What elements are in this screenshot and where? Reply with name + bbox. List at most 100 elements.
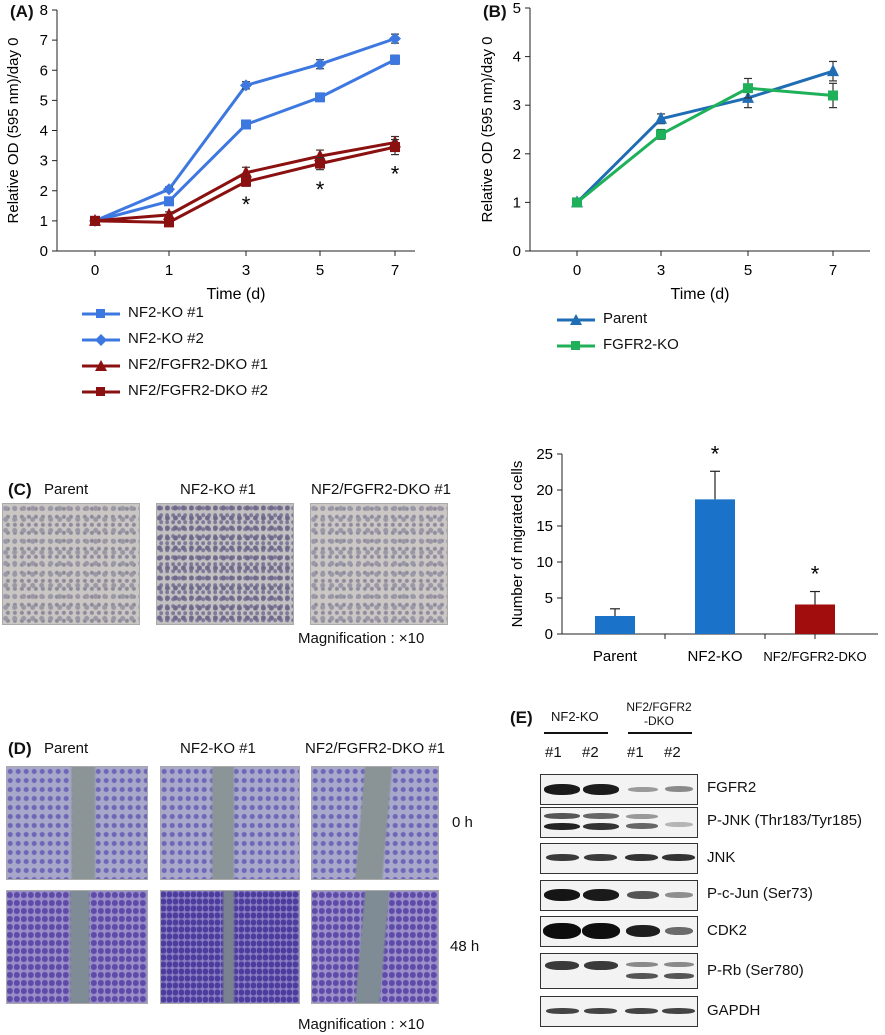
panel-c-label: (C) (8, 480, 32, 499)
y-axis-label: Relative OD (595 nm)/day 0 (5, 38, 22, 224)
blot-band (583, 813, 619, 819)
blot-band (544, 813, 580, 819)
data-point (827, 64, 839, 77)
legend-b-label-1: Parent (603, 310, 648, 327)
y-tick-label: 2 (513, 146, 521, 163)
panel-b-label: (B) (483, 2, 507, 21)
y-tick-label: 10 (536, 554, 553, 571)
legend-a-item: NF2/FGFR2-DKO #1 (80, 354, 340, 380)
panel-d-label: (D) (8, 739, 32, 758)
blot-band (665, 822, 693, 827)
wound-image-dko-48h (311, 890, 439, 1004)
blot-band (626, 823, 658, 829)
data-point (656, 129, 666, 140)
protein-fgfr2: FGFR2 (707, 779, 757, 796)
blot-band (545, 961, 579, 970)
blot-band (546, 1008, 579, 1014)
x-tick-label: 7 (829, 262, 837, 279)
y-tick-label: 25 (536, 446, 553, 463)
x-tick-label: Parent (593, 648, 638, 665)
blot-cdk2 (540, 916, 698, 947)
panel-c-image-label-3: NF2/FGFR2-DKO #1 (311, 481, 452, 498)
blot-band (664, 962, 694, 967)
y-tick-label: 6 (40, 62, 48, 79)
blot-band (583, 823, 619, 830)
data-point (315, 158, 325, 169)
y-tick-label: 2 (40, 183, 48, 200)
blot-band (626, 962, 658, 967)
wound-image-parent-0h (6, 766, 148, 880)
blot-band (584, 854, 617, 861)
y-tick-label: 7 (40, 32, 48, 49)
blot-band (662, 1008, 695, 1014)
blot-band (627, 891, 659, 899)
data-point (163, 183, 175, 196)
blot-p-rb (540, 953, 698, 989)
x-tick-label: 3 (242, 262, 250, 279)
y-tick-label: 3 (40, 153, 48, 170)
x-axis-label: Time (d) (671, 286, 730, 303)
data-point (241, 119, 251, 130)
blot-band (625, 1008, 658, 1014)
group-label-nf2ko: NF2-KO (551, 709, 599, 724)
data-point (390, 54, 400, 65)
blot-band (543, 923, 581, 939)
legend-b-item: Parent (555, 308, 755, 334)
blot-band (665, 892, 693, 898)
blot-band (628, 787, 658, 792)
significance-star: * (811, 562, 820, 587)
data-point (390, 142, 400, 153)
data-point (241, 176, 251, 187)
group-label-dko-line1: NF2/FGFR2 (626, 700, 692, 714)
blot-band (665, 786, 693, 792)
legend-a-label-4: NF2/FGFR2-DKO #2 (128, 382, 269, 399)
blot-band (626, 925, 660, 937)
wound-image-dko-0h (311, 766, 439, 880)
blot-band (584, 961, 618, 970)
y-tick-label: 1 (513, 194, 521, 211)
data-point (90, 215, 100, 226)
series-line (575, 69, 834, 204)
y-tick-label: 5 (513, 0, 521, 17)
blot-band (584, 1008, 617, 1014)
data-point (164, 217, 174, 228)
blot-band (626, 814, 658, 819)
blot-band (582, 923, 620, 939)
data-point (655, 111, 667, 124)
transwell-image-nf2ko (156, 503, 294, 625)
growth-chart-a: 0 1 2 3 4 5 6 7 8 0 1 3 5 7 Time (d) Relative OD (595 n… (5, 2, 415, 303)
y-tick-label: 0 (513, 243, 521, 260)
y-tick-label: 8 (40, 2, 48, 19)
x-tick-label: 7 (391, 262, 399, 279)
y-tick-label: 15 (536, 518, 553, 535)
legend-a: NF2-KO #1 NF2-KO #2 NF2/FGFR2-DKO #1 NF2… (80, 302, 340, 406)
transwell-image-parent (2, 503, 140, 625)
x-tick-label: 0 (573, 262, 581, 279)
y-tick-label: 0 (40, 243, 48, 260)
significance-star: * (316, 177, 325, 202)
legend-a-item: NF2-KO #2 (80, 328, 340, 354)
panel-d-image-label-1: Parent (44, 740, 89, 757)
x-tick-label: NF2/FGFR2-DKO (763, 649, 866, 664)
time-label-0h: 0 h (452, 814, 473, 831)
x-axis-label: Time (d) (207, 286, 266, 303)
series-line (576, 86, 834, 204)
legend-a-label-2: NF2-KO #2 (128, 330, 204, 347)
data-point (389, 32, 401, 45)
blot-band (664, 973, 694, 979)
legend-a-item: NF2/FGFR2-DKO #2 (80, 380, 340, 406)
protein-jnk: JNK (707, 849, 736, 866)
blot-jnk (540, 843, 698, 874)
y-tick-label: 1 (40, 213, 48, 230)
panel-c-magnification: Magnification : ×10 (298, 630, 425, 647)
data-point (315, 92, 325, 103)
panel-a-label: (A) (10, 2, 34, 21)
blot-band (583, 889, 619, 901)
y-tick-label: 4 (40, 123, 48, 140)
wound-image-nf2ko-0h (160, 766, 300, 880)
blot-band (662, 854, 695, 861)
blot-band (544, 823, 580, 830)
legend-b-label-2: FGFR2-KO (603, 336, 679, 353)
data-point (314, 58, 326, 71)
blot-p-c-jun (540, 880, 698, 911)
